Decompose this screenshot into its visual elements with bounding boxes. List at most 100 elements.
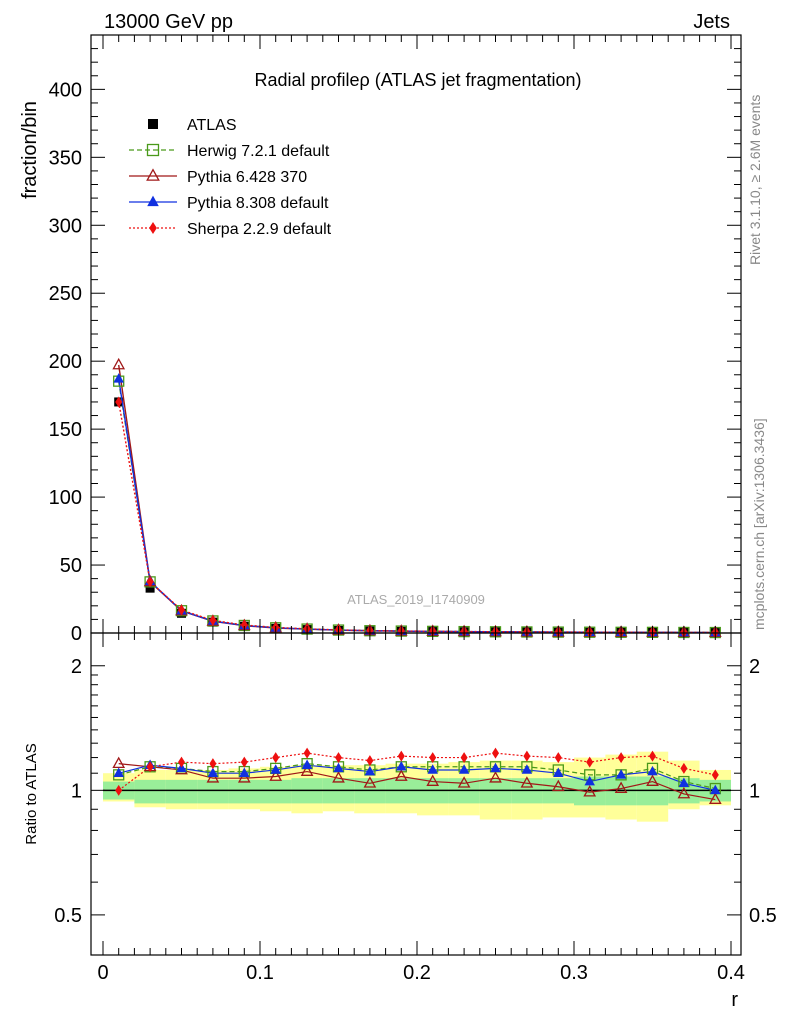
- ratio-point-series-2: [301, 759, 313, 769]
- ratio-point-series-3: [209, 758, 217, 770]
- ratio-point-series-3: [397, 750, 405, 762]
- ratio-series-line-1: [118, 763, 716, 801]
- chart-title: Radial profileρ (ATLAS jet fragmentation…: [254, 70, 581, 90]
- legend-marker-0: [148, 119, 158, 129]
- ratio-point-series-1: [646, 774, 659, 786]
- ratio-point-series-2: [396, 761, 407, 771]
- ratio-point-series-3: [366, 755, 374, 767]
- ratio-band-green: [197, 779, 229, 804]
- mcplots-label: mcplots.cern.ch [arXiv:1306.3436]: [751, 418, 767, 630]
- ratio-point-series-1: [363, 776, 377, 788]
- ratio-point-series-1: [269, 769, 283, 781]
- ratio-point-series-2: [427, 764, 438, 774]
- ratio-tick-label-left: 0.5: [54, 905, 82, 927]
- main-point-series-3: [115, 396, 123, 408]
- ratio-panel: 0.5 0.5 1 1 2 2 Ratio to ATLAS: [23, 35, 777, 956]
- y-tick-label: 250: [49, 283, 82, 305]
- ratio-tick-label-left: 1: [71, 780, 82, 802]
- ratio-point-series-3: [335, 752, 342, 764]
- ratio-point-series-1: [112, 756, 126, 769]
- ratio-point-series-1: [551, 779, 565, 792]
- y-tick-label: 150: [49, 419, 82, 441]
- ratio-point-series-2: [678, 777, 690, 788]
- rivet-label: Rivet 3.1.10, ≥ 2.6M events: [747, 95, 763, 265]
- main-panel: 0 50 100 150 200 250 300 350 400 Radial profileρ…: [19, 34, 742, 645]
- ratio-point-series-3: [303, 747, 311, 759]
- ratio-point-series-1: [206, 771, 220, 783]
- ratio-point-series-3: [115, 784, 123, 796]
- ratio-point-series-2: [615, 769, 627, 779]
- main-point-series-3: [178, 604, 185, 616]
- x-tick-labels: 0 0.1 0.2 0.3 0.4: [97, 962, 744, 984]
- ratio-point-series-3: [460, 752, 468, 764]
- ratio-point-series-1: [237, 771, 251, 783]
- ratio-tick-label-right: 1: [749, 780, 760, 802]
- main-axis-ticks: 0 50 100 150 200 250 300 350 400: [49, 48, 741, 645]
- x-tick-label: 0.2: [403, 962, 431, 984]
- main-point-series-1: [112, 357, 126, 370]
- ratio-point-series-1: [300, 764, 314, 776]
- y-tick-label: 400: [49, 79, 82, 101]
- atlas-data-point: [145, 583, 155, 593]
- ratio-tick-label-right: 0.5: [749, 905, 777, 927]
- ratio-point-series-1: [394, 769, 408, 781]
- ratio-point-series-1: [489, 771, 502, 783]
- ratio-point-series-2: [207, 767, 219, 777]
- legend-marker-1: [146, 143, 160, 157]
- legend-marker-3: [147, 195, 159, 207]
- ratio-point-series-3: [429, 752, 437, 764]
- y-tick-label: 0: [71, 623, 82, 645]
- ratio-point-series-2: [553, 767, 564, 777]
- y-tick-label: 300: [49, 215, 82, 237]
- legend-label-0: ATLAS: [187, 117, 237, 134]
- ratio-point-series-3: [586, 756, 594, 768]
- ratio-point-series-3: [178, 756, 185, 768]
- ratio-point-series-2: [521, 764, 533, 774]
- ratio-point-series-2: [710, 784, 721, 795]
- y-tick-label: 50: [60, 555, 82, 577]
- legend-label-1: Herwig 7.2.1 default: [187, 143, 330, 160]
- y-tick-label: 100: [49, 487, 82, 509]
- x-tick-label: 0: [97, 962, 108, 984]
- header-right: Jets: [693, 11, 730, 33]
- legend: ATLAS Herwig 7.2.1 default Pythia 6.428 37…: [129, 117, 332, 238]
- ratio-point-series-1: [332, 771, 345, 783]
- main-point-series-3: [146, 576, 154, 588]
- legend-marker-4: [149, 221, 157, 235]
- ratio-point-series-3: [711, 769, 719, 781]
- x-tick-label: 0.4: [717, 962, 745, 984]
- ratio-point-series-2: [113, 767, 124, 777]
- ratio-point-series-1: [426, 774, 440, 786]
- ratio-point-series-3: [272, 752, 280, 764]
- analysis-id: ATLAS_2019_I1740909: [347, 592, 485, 607]
- ratio-point-series-3: [240, 756, 248, 768]
- ratio-point-series-3: [523, 750, 531, 762]
- ratio-axis-ticks: 0.5 0.5 1 1 2 2: [54, 35, 777, 955]
- ratio-point-series-1: [520, 776, 534, 788]
- y-tick-label: 350: [49, 147, 82, 169]
- x-tick-label: 0.1: [246, 962, 274, 984]
- ratio-point-series-2: [333, 762, 344, 773]
- ratio-uncertainty-bands: [103, 751, 731, 822]
- main-point-series-3: [240, 619, 248, 631]
- ratio-tick-label-left: 2: [71, 656, 82, 678]
- ratio-point-series-1: [583, 785, 597, 797]
- ratio-point-series-2: [270, 764, 281, 774]
- ratio-band-green: [134, 779, 166, 804]
- ratio-point-series-2: [490, 762, 501, 773]
- x-tick-label: 0.3: [560, 962, 588, 984]
- ratio-point-series-2: [458, 764, 470, 774]
- ratio-point-series-2: [584, 775, 595, 786]
- ratio-point-series-3: [649, 750, 656, 762]
- x-axis-label: r: [731, 989, 738, 1011]
- ratio-tick-label-right: 2: [749, 656, 760, 678]
- ratio-point-series-1: [708, 792, 722, 804]
- legend-label-4: Sherpa 2.2.9 default: [187, 221, 332, 238]
- ratio-point-series-3: [554, 752, 562, 764]
- ratio-point-series-1: [677, 786, 691, 799]
- ratio-point-series-3: [146, 761, 154, 773]
- ratio-frame: [90, 632, 742, 956]
- main-point-series-2: [113, 373, 124, 383]
- ratio-point-series-3: [617, 752, 625, 764]
